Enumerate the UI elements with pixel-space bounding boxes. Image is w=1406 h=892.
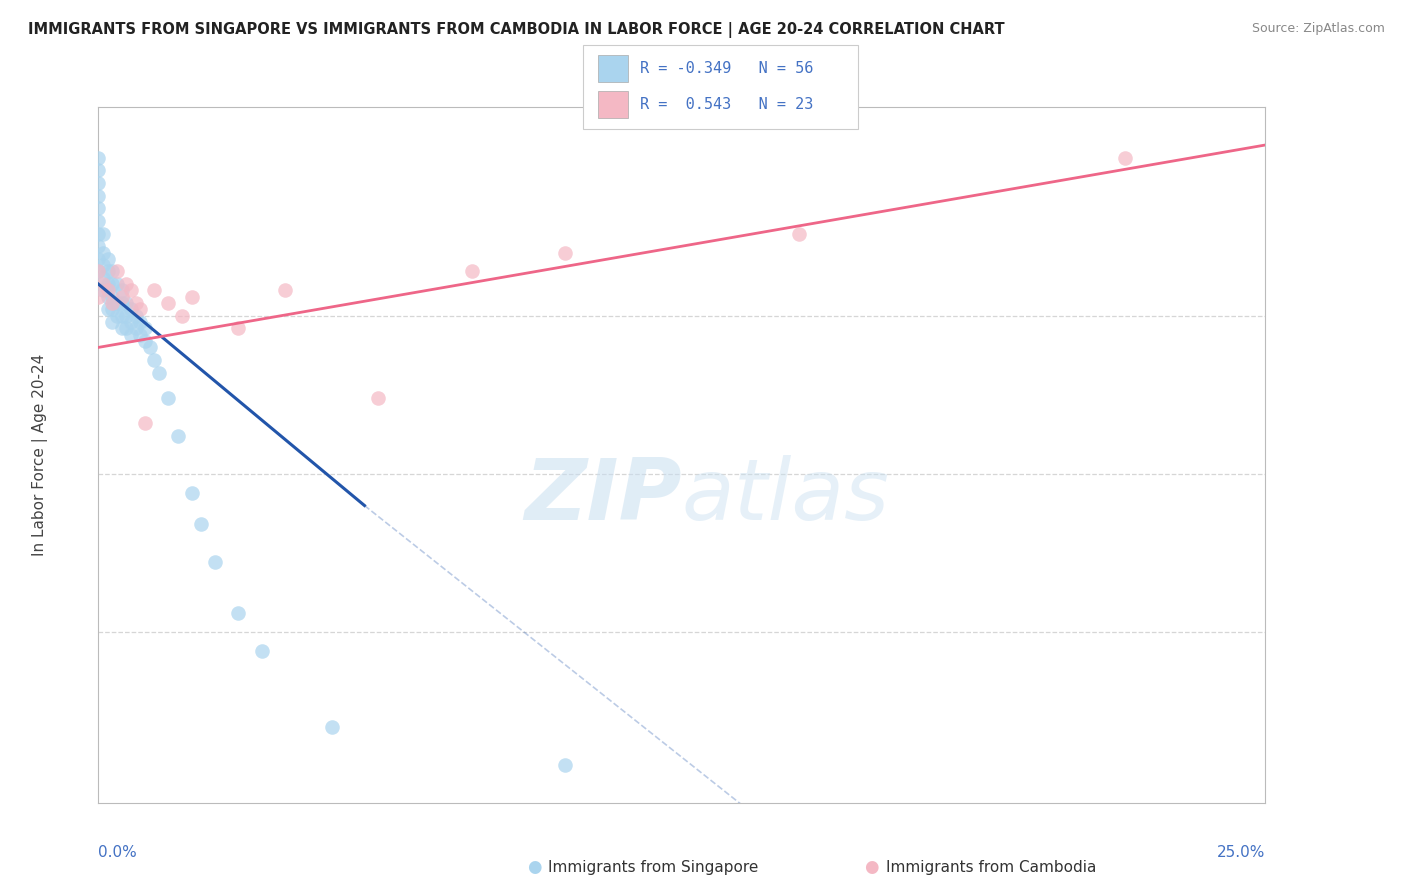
Point bbox=[143, 284, 166, 298]
Point bbox=[129, 302, 152, 317]
Text: In Labor Force | Age 20-24: In Labor Force | Age 20-24 bbox=[32, 354, 48, 556]
Point bbox=[228, 606, 250, 620]
Point bbox=[91, 245, 114, 260]
Text: IMMIGRANTS FROM SINGAPORE VS IMMIGRANTS FROM CAMBODIA IN LABOR FORCE | AGE 20-24: IMMIGRANTS FROM SINGAPORE VS IMMIGRANTS … bbox=[28, 22, 1005, 38]
Point bbox=[228, 321, 250, 335]
Point bbox=[111, 309, 134, 323]
Point bbox=[101, 296, 124, 310]
Point bbox=[87, 163, 110, 178]
Point bbox=[134, 417, 156, 431]
Point bbox=[105, 309, 128, 323]
Point bbox=[101, 290, 124, 304]
Text: 0.0%: 0.0% bbox=[98, 845, 138, 860]
Point bbox=[87, 227, 110, 241]
Point bbox=[115, 296, 138, 310]
Point bbox=[367, 391, 389, 405]
Point bbox=[180, 486, 202, 500]
Point bbox=[180, 290, 202, 304]
Point bbox=[321, 720, 343, 734]
Point bbox=[101, 264, 124, 278]
Point bbox=[461, 264, 484, 278]
Point bbox=[97, 302, 120, 317]
Text: atlas: atlas bbox=[682, 455, 890, 538]
Text: R =  0.543   N = 23: R = 0.543 N = 23 bbox=[640, 97, 813, 112]
Point bbox=[87, 290, 110, 304]
Point bbox=[554, 757, 576, 772]
Point bbox=[87, 264, 110, 278]
Point bbox=[120, 327, 142, 342]
Point bbox=[97, 284, 120, 298]
Point bbox=[115, 321, 138, 335]
Point bbox=[274, 284, 297, 298]
Text: 25.0%: 25.0% bbox=[1218, 845, 1265, 860]
Point bbox=[101, 315, 124, 329]
Text: ●: ● bbox=[527, 858, 541, 876]
Point bbox=[125, 321, 148, 335]
Text: ●: ● bbox=[865, 858, 879, 876]
Point bbox=[134, 334, 156, 348]
Point bbox=[87, 264, 110, 278]
Point bbox=[120, 284, 142, 298]
Point bbox=[111, 321, 134, 335]
Point bbox=[105, 296, 128, 310]
Point bbox=[143, 353, 166, 368]
Text: R = -0.349   N = 56: R = -0.349 N = 56 bbox=[640, 62, 813, 76]
Point bbox=[87, 201, 110, 215]
Point bbox=[87, 252, 110, 266]
Point bbox=[101, 277, 124, 292]
Point bbox=[125, 309, 148, 323]
Point bbox=[1114, 151, 1136, 165]
Point bbox=[87, 151, 110, 165]
Point bbox=[105, 264, 128, 278]
Point bbox=[250, 644, 273, 658]
Point bbox=[87, 176, 110, 190]
Point bbox=[97, 290, 120, 304]
Point bbox=[87, 239, 110, 253]
Point bbox=[91, 277, 114, 292]
Point bbox=[91, 258, 114, 272]
Point bbox=[120, 302, 142, 317]
Point bbox=[166, 429, 188, 443]
Point bbox=[111, 290, 134, 304]
Point bbox=[97, 252, 120, 266]
Point bbox=[91, 227, 114, 241]
Point bbox=[115, 277, 138, 292]
Point bbox=[787, 227, 810, 241]
Point bbox=[120, 315, 142, 329]
Point bbox=[87, 188, 110, 202]
Point bbox=[172, 309, 194, 323]
Text: Immigrants from Cambodia: Immigrants from Cambodia bbox=[886, 860, 1097, 874]
Point bbox=[554, 245, 576, 260]
Point bbox=[105, 277, 128, 292]
Point bbox=[129, 327, 152, 342]
Point bbox=[125, 296, 148, 310]
Point bbox=[111, 284, 134, 298]
Point bbox=[101, 302, 124, 317]
Point bbox=[157, 296, 180, 310]
Text: Source: ZipAtlas.com: Source: ZipAtlas.com bbox=[1251, 22, 1385, 36]
Point bbox=[139, 340, 162, 354]
Point bbox=[87, 214, 110, 228]
Point bbox=[134, 321, 156, 335]
Point bbox=[97, 264, 120, 278]
Point bbox=[91, 270, 114, 285]
Point bbox=[204, 556, 226, 570]
Point bbox=[148, 366, 170, 380]
Point bbox=[157, 391, 180, 405]
Point bbox=[115, 309, 138, 323]
Point bbox=[97, 277, 120, 292]
Point bbox=[91, 284, 114, 298]
Text: Immigrants from Singapore: Immigrants from Singapore bbox=[548, 860, 759, 874]
Text: ZIP: ZIP bbox=[524, 455, 682, 538]
Point bbox=[111, 296, 134, 310]
Point bbox=[190, 517, 212, 532]
Point bbox=[129, 315, 152, 329]
